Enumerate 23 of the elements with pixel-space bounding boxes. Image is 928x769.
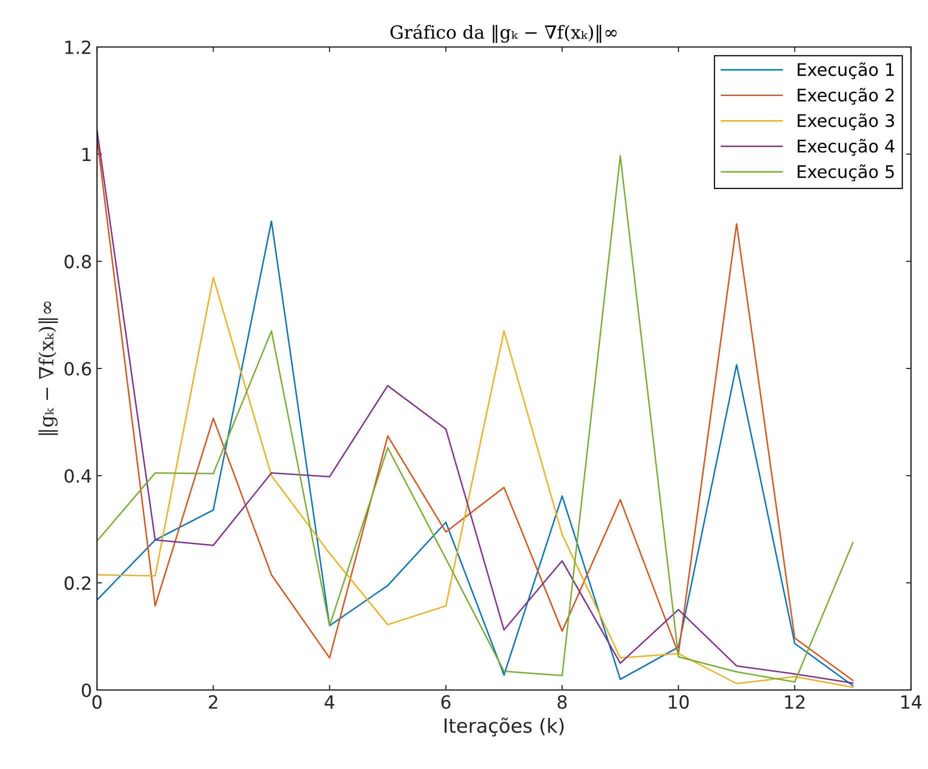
y-axis-title: ‖gₖ − ∇f(xₖ)‖∞ (38, 302, 58, 435)
x-tick-label: 0 (92, 695, 102, 709)
x-tick-label: 6 (441, 695, 450, 709)
legend-label: Execução 2 (798, 88, 894, 105)
x-tick-label: 14 (901, 695, 922, 709)
x-tick-label: 4 (324, 695, 334, 709)
y-tick-label: 0.6 (64, 362, 92, 376)
y-tick-label: 1 (82, 148, 90, 162)
y-tick-label: 0.8 (64, 254, 91, 268)
y-tick-label: 0.2 (64, 576, 90, 590)
y-tick-label: 1.2 (65, 40, 90, 54)
x-tick-label: 2 (208, 695, 218, 709)
y-tick-label: 0 (82, 683, 91, 698)
x-tick-label: 12 (785, 695, 804, 709)
legend-label: Execução 1 (798, 62, 894, 80)
chart-title: Gráfico da ‖gₖ − ∇f(xₖ)‖∞ (390, 24, 617, 43)
x-tick-label: 8 (558, 695, 567, 709)
legend-label: Execução 4 (798, 138, 894, 156)
legend-label: Execução 5 (798, 164, 894, 182)
y-tick-label: 0.4 (64, 469, 92, 483)
legend-label: Execução 3 (798, 113, 894, 130)
x-tick-label: 10 (668, 695, 689, 709)
x-axis-title: Iterações (k) (444, 718, 564, 736)
